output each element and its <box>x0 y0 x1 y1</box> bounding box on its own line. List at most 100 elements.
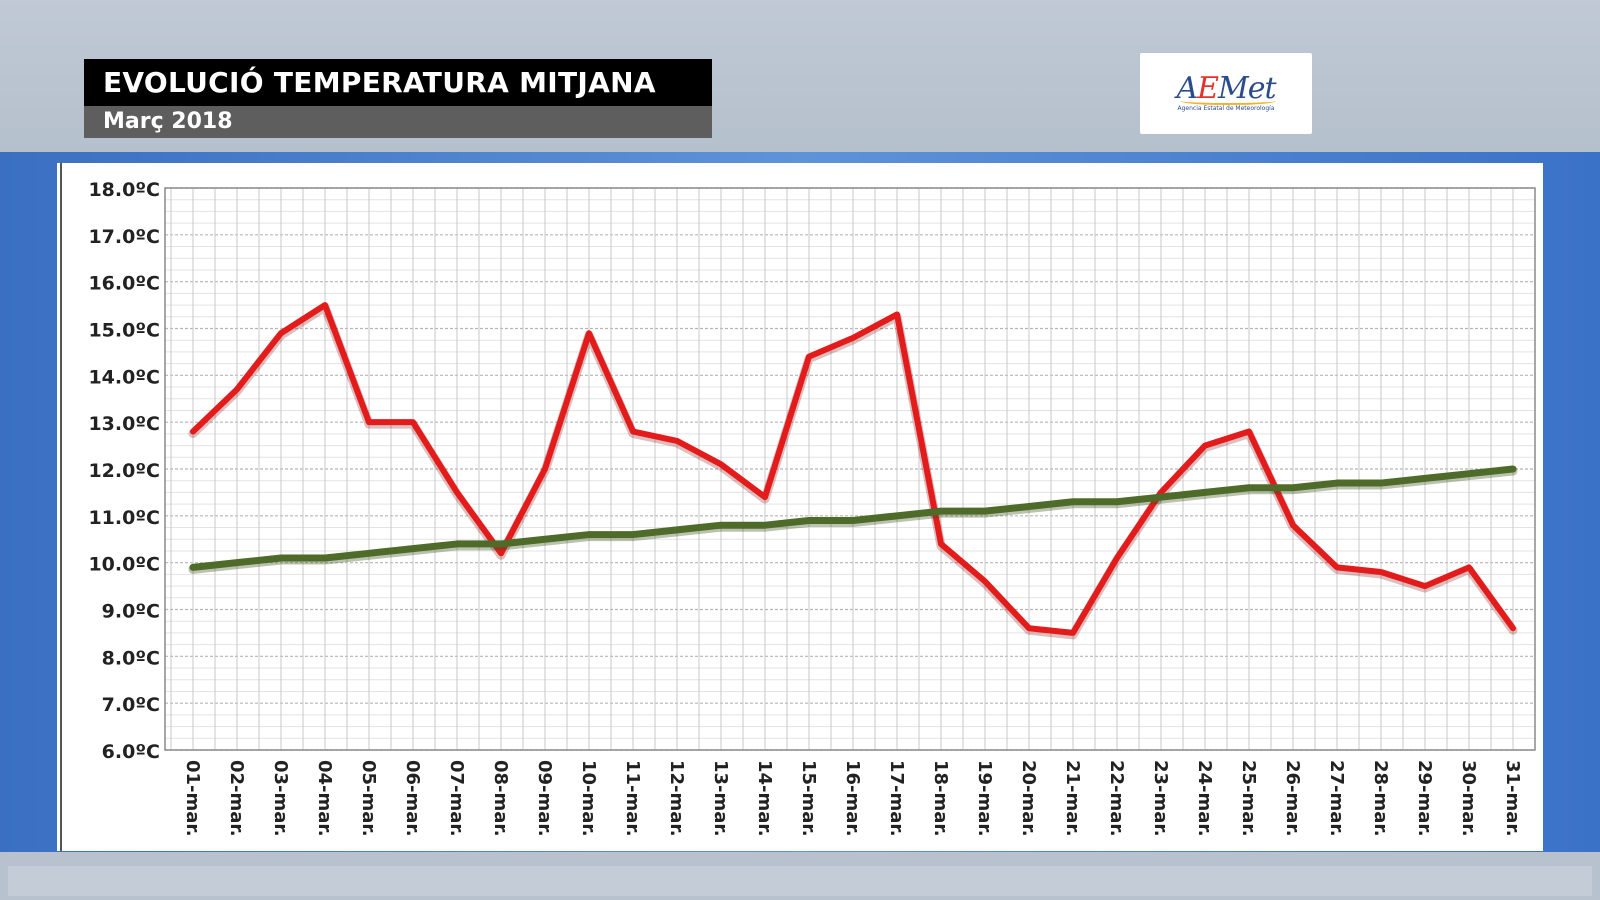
data-point <box>851 336 855 340</box>
chart-axes: 6.0ºC 7.0ºC 8.0ºC 9.0ºC 10.0ºC 11.0ºC 12.0ºC 13… <box>60 163 1536 851</box>
x-tick-label: 14-mar. <box>754 760 775 837</box>
y-tick-label: 18.0ºC <box>88 179 160 201</box>
data-point <box>719 523 723 527</box>
x-tick-label: 02-mar. <box>226 760 247 837</box>
plot-border <box>164 187 1536 751</box>
data-point <box>411 547 415 551</box>
data-point <box>323 556 327 560</box>
data-point <box>587 533 591 537</box>
x-tick-label: 27-mar. <box>1326 760 1347 837</box>
x-tick-label: 23-mar. <box>1150 760 1171 837</box>
x-tick-label: 30-mar. <box>1458 760 1479 837</box>
data-point <box>499 542 503 546</box>
data-point <box>1115 556 1119 560</box>
x-tick-label: 26-mar. <box>1282 760 1303 837</box>
chart-series <box>188 302 1518 640</box>
data-point <box>983 579 987 583</box>
data-point <box>1291 523 1295 527</box>
data-point <box>367 420 371 424</box>
y-tick-label: 7.0ºC <box>102 694 160 716</box>
x-tick-label: 10-mar. <box>578 760 599 837</box>
y-tick-label: 17.0ºC <box>88 226 160 248</box>
y-tick-label: 8.0ºC <box>102 647 160 669</box>
data-point <box>631 533 635 537</box>
x-tick-label: 29-mar. <box>1414 760 1435 837</box>
data-point <box>191 430 195 434</box>
data-point <box>587 331 591 335</box>
data-point <box>543 467 547 471</box>
x-tick-label: 20-mar. <box>1018 760 1039 837</box>
page-subtitle: Març 2018 <box>84 106 712 138</box>
x-tick-label: 01-mar. <box>182 760 203 837</box>
x-tick-label: 22-mar. <box>1106 760 1127 837</box>
x-tick-label: 17-mar. <box>886 760 907 837</box>
chart-grid <box>165 187 1536 751</box>
data-point <box>895 514 899 518</box>
x-tick-label: 13-mar. <box>710 760 731 837</box>
data-point <box>1335 481 1339 485</box>
x-tick-label: 05-mar. <box>358 760 379 837</box>
data-point <box>1467 472 1471 476</box>
data-point <box>323 303 327 307</box>
data-point <box>235 387 239 391</box>
x-tick-label: 11-mar. <box>622 760 643 837</box>
y-tick-label: 14.0ºC <box>88 366 160 388</box>
x-tick-label: 15-mar. <box>798 760 819 837</box>
data-point <box>1511 626 1515 630</box>
data-point <box>411 420 415 424</box>
x-tick-label: 09-mar. <box>534 760 555 837</box>
page-title: EVOLUCIÓ TEMPERATURA MITJANA <box>84 59 712 106</box>
footer-bar <box>8 866 1592 896</box>
x-tick-label: 06-mar. <box>402 760 423 837</box>
x-tick-label: 24-mar. <box>1194 760 1215 837</box>
y-tick-label: 9.0ºC <box>102 601 160 623</box>
data-point <box>1291 486 1295 490</box>
x-tick-label: 07-mar. <box>446 760 467 837</box>
data-point <box>719 462 723 466</box>
x-tick-label: 04-mar. <box>314 760 335 837</box>
data-point <box>455 490 459 494</box>
y-tick-label: 16.0ºC <box>88 273 160 295</box>
data-point <box>1115 500 1119 504</box>
data-point <box>543 537 547 541</box>
data-point <box>279 556 283 560</box>
data-point <box>1071 500 1075 504</box>
logo-swoosh-icon <box>1180 97 1276 105</box>
aemet-logo: AEMet Agencia Estatal de Meteorología <box>1140 53 1312 134</box>
data-point <box>1467 565 1471 569</box>
x-tick-label: 03-mar. <box>270 760 291 837</box>
x-tick-label: 28-mar. <box>1370 760 1391 837</box>
data-point <box>1027 504 1031 508</box>
data-point <box>1247 430 1251 434</box>
data-point <box>1203 490 1207 494</box>
data-point <box>1423 476 1427 480</box>
data-point <box>367 551 371 555</box>
logo-tagline: Agencia Estatal de Meteorología <box>1177 105 1275 112</box>
x-tick-label: 19-mar. <box>974 760 995 837</box>
title-box: EVOLUCIÓ TEMPERATURA MITJANA Març 2018 <box>84 59 712 138</box>
y-tick-label: 13.0ºC <box>88 413 160 435</box>
x-tick-label: 31-mar. <box>1502 760 1523 837</box>
x-tick-label: 12-mar. <box>666 760 687 837</box>
y-tick-label: 12.0ºC <box>88 460 160 482</box>
y-tick-label: 10.0ºC <box>88 554 160 576</box>
data-point <box>763 523 767 527</box>
data-point <box>939 509 943 513</box>
data-point <box>499 551 503 555</box>
data-point <box>631 430 635 434</box>
chart-panel: 6.0ºC 7.0ºC 8.0ºC 9.0ºC 10.0ºC 11.0ºC 12.0ºC 13… <box>57 163 1543 851</box>
data-point <box>235 561 239 565</box>
data-point <box>1071 631 1075 635</box>
x-tick-label: 25-mar. <box>1238 760 1259 837</box>
y-tick-label: 11.0ºC <box>88 507 160 529</box>
x-tick-label: 16-mar. <box>842 760 863 837</box>
data-point <box>1335 565 1339 569</box>
data-point <box>939 542 943 546</box>
data-point <box>455 542 459 546</box>
data-point <box>1511 467 1515 471</box>
data-point <box>1159 490 1163 494</box>
data-point <box>675 528 679 532</box>
data-point <box>1159 495 1163 499</box>
data-point <box>1379 570 1383 574</box>
data-point <box>807 519 811 523</box>
